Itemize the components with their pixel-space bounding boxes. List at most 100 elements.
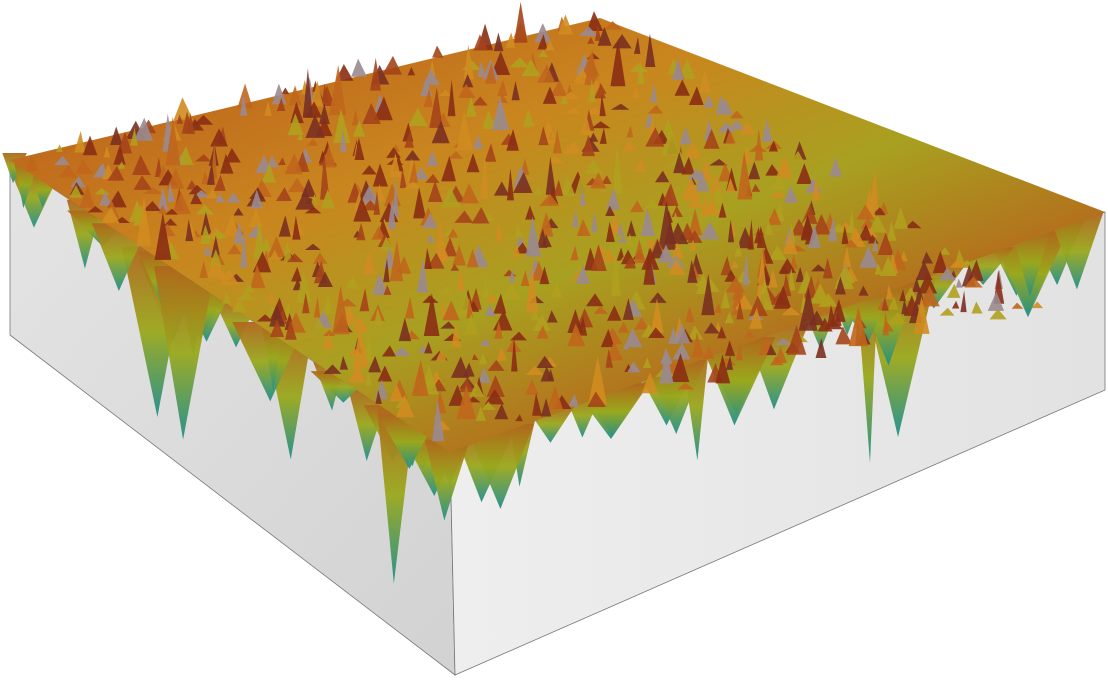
surface-spike	[520, 270, 530, 287]
surface-spike	[295, 189, 316, 210]
surface-spike	[643, 247, 656, 285]
surface-spike	[314, 318, 325, 329]
surface-spike	[351, 109, 360, 126]
surface-spike	[481, 401, 496, 410]
surface-spike	[269, 319, 285, 338]
surface-spike	[642, 357, 651, 369]
surface-spike	[494, 320, 503, 339]
surface-spike	[428, 180, 443, 202]
surface-spike	[725, 355, 734, 370]
surface-spike	[858, 223, 873, 241]
surface-spike	[424, 341, 433, 354]
surface-spike	[484, 143, 497, 162]
surface-spike	[626, 220, 637, 237]
surface-spike	[462, 74, 474, 88]
surface-spike	[717, 121, 736, 133]
surface-spike	[478, 352, 488, 365]
surface-dip	[464, 423, 535, 509]
surface-spike	[441, 187, 461, 208]
surface-spike	[699, 68, 711, 93]
surface-spike	[506, 168, 514, 201]
surface-spike	[536, 355, 554, 369]
surface-spike	[441, 285, 451, 294]
surface-spike	[606, 341, 624, 361]
surface-spike	[416, 258, 429, 293]
surface-spike	[709, 158, 728, 166]
surface-spike	[75, 159, 93, 174]
surface-spike	[225, 192, 241, 203]
surface-spike	[661, 128, 680, 156]
surface-spike	[553, 179, 564, 197]
surface-spike	[711, 185, 725, 204]
surface-spike	[269, 304, 286, 327]
surface-dip	[261, 324, 285, 392]
surface-spike	[800, 216, 814, 241]
surface-spike	[989, 308, 1007, 320]
surface-spike	[532, 314, 551, 331]
surface-spike	[320, 152, 330, 200]
surface-spike	[610, 38, 626, 87]
surface-spike	[939, 267, 957, 281]
surface-spike	[623, 140, 636, 151]
surface-spike	[588, 78, 596, 102]
surface-spike	[264, 101, 272, 116]
surface-spike	[173, 97, 194, 121]
surface-spike	[768, 140, 778, 152]
surface-spike	[240, 94, 248, 116]
surface-spike	[356, 222, 366, 241]
surface-spike	[858, 285, 869, 296]
surface-spike	[195, 204, 214, 215]
surface-spike	[317, 271, 333, 288]
surface-spike	[902, 286, 919, 301]
surface-spike	[703, 94, 714, 108]
surface-spike	[466, 296, 473, 319]
surface-spike	[283, 241, 293, 261]
surface-spike	[644, 238, 657, 248]
surface-spike	[581, 135, 596, 157]
surface-spike	[807, 224, 821, 249]
surface-spike	[262, 237, 271, 252]
surface-spike	[847, 209, 855, 234]
surface-spike	[567, 309, 583, 333]
surface-spike	[448, 384, 466, 406]
surface-spike	[612, 34, 632, 49]
surface-spike	[422, 295, 439, 303]
surface-spike	[790, 254, 798, 270]
surface-spike	[591, 244, 607, 272]
surface-spike	[102, 207, 120, 224]
surface-spike	[521, 58, 541, 77]
surface-spike	[726, 177, 736, 192]
surface-spike	[586, 11, 604, 31]
surface-spike	[133, 117, 154, 141]
surface-dip	[698, 336, 776, 426]
surface-spike	[371, 272, 388, 295]
surface-spike	[304, 206, 322, 214]
surface-spike	[735, 342, 743, 361]
surface-spike	[593, 305, 609, 314]
surface-spike	[754, 128, 764, 161]
surface-spike	[509, 57, 530, 68]
surface-spike	[579, 116, 592, 135]
surface-spike	[74, 131, 86, 153]
surface-spike	[912, 276, 921, 293]
surface-spike	[939, 307, 955, 316]
surface-spike	[482, 110, 496, 130]
surface-spike	[352, 326, 369, 368]
surface-spike	[599, 127, 607, 144]
surface-spike	[387, 198, 396, 230]
surface-spike	[383, 258, 390, 283]
surface-spike	[960, 290, 967, 313]
surface-spike	[371, 225, 386, 240]
surface-spike	[82, 135, 98, 156]
surface-spike	[692, 332, 704, 358]
surface-spike	[219, 269, 239, 285]
surface-spike	[842, 245, 852, 268]
surface-spike	[466, 153, 480, 173]
surface-spike	[575, 176, 588, 195]
surface-spike	[751, 183, 761, 192]
surface-spike	[917, 272, 938, 294]
surface-spike	[534, 23, 552, 43]
surface-spike	[113, 144, 126, 165]
surface-spike	[320, 189, 336, 209]
surface-spike	[372, 163, 388, 187]
